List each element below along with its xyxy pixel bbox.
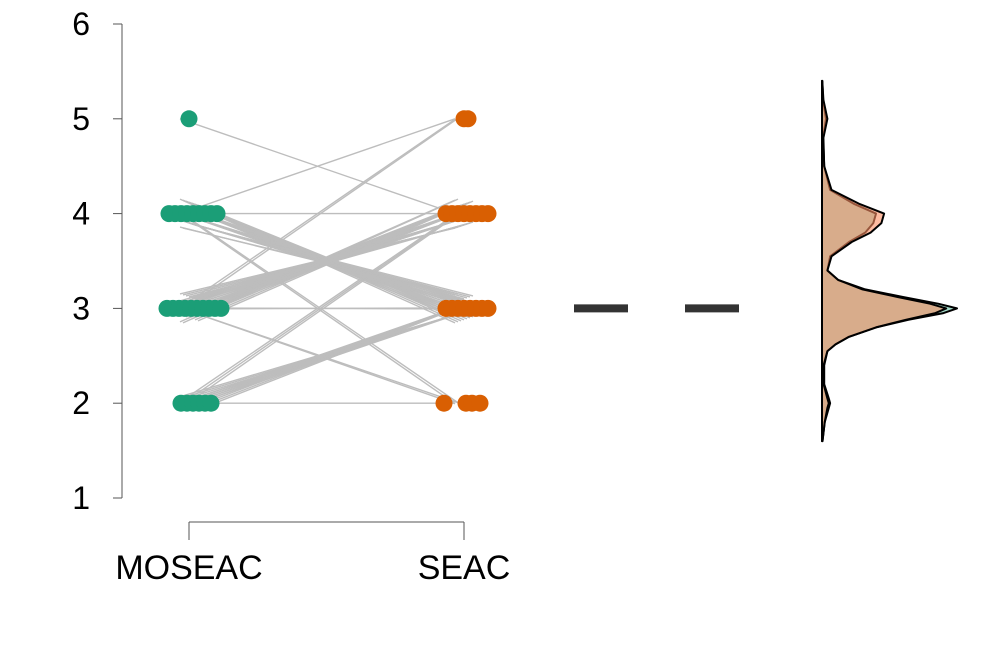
- paired-line: [197, 301, 474, 411]
- data-point: [459, 110, 477, 128]
- y-tick-label: 3: [72, 290, 90, 326]
- x-category-label: SEAC: [418, 549, 511, 587]
- paired-line: [197, 200, 474, 322]
- data-point: [208, 205, 226, 223]
- density-curve: [821, 79, 948, 443]
- y-axis: 1 2 3 4 5 6: [72, 6, 123, 516]
- x-category-label: MOSEAC: [115, 549, 262, 587]
- paired-lines: [179, 117, 474, 411]
- y-tick-label: 1: [72, 480, 90, 516]
- paired-line: [185, 212, 462, 405]
- data-point: [471, 394, 489, 412]
- x-axis: MOSEAC SEAC: [115, 521, 511, 587]
- data-point: [212, 299, 230, 317]
- data-points: [158, 110, 497, 412]
- paired-line: [182, 198, 459, 324]
- data-point: [202, 394, 220, 412]
- data-point: [479, 205, 497, 223]
- y-tick-label: 5: [72, 101, 90, 137]
- data-point: [479, 299, 497, 317]
- y-tick-label: 6: [72, 6, 90, 42]
- paired-line: [179, 118, 456, 215]
- density-curve: [821, 79, 958, 443]
- data-point: [180, 110, 198, 128]
- paired-line: [182, 213, 459, 404]
- data-point: [435, 394, 453, 412]
- y-tick-label: 4: [72, 196, 90, 232]
- y-tick-label: 2: [72, 385, 90, 421]
- density-curves: [821, 79, 958, 443]
- paired-line: [179, 214, 456, 403]
